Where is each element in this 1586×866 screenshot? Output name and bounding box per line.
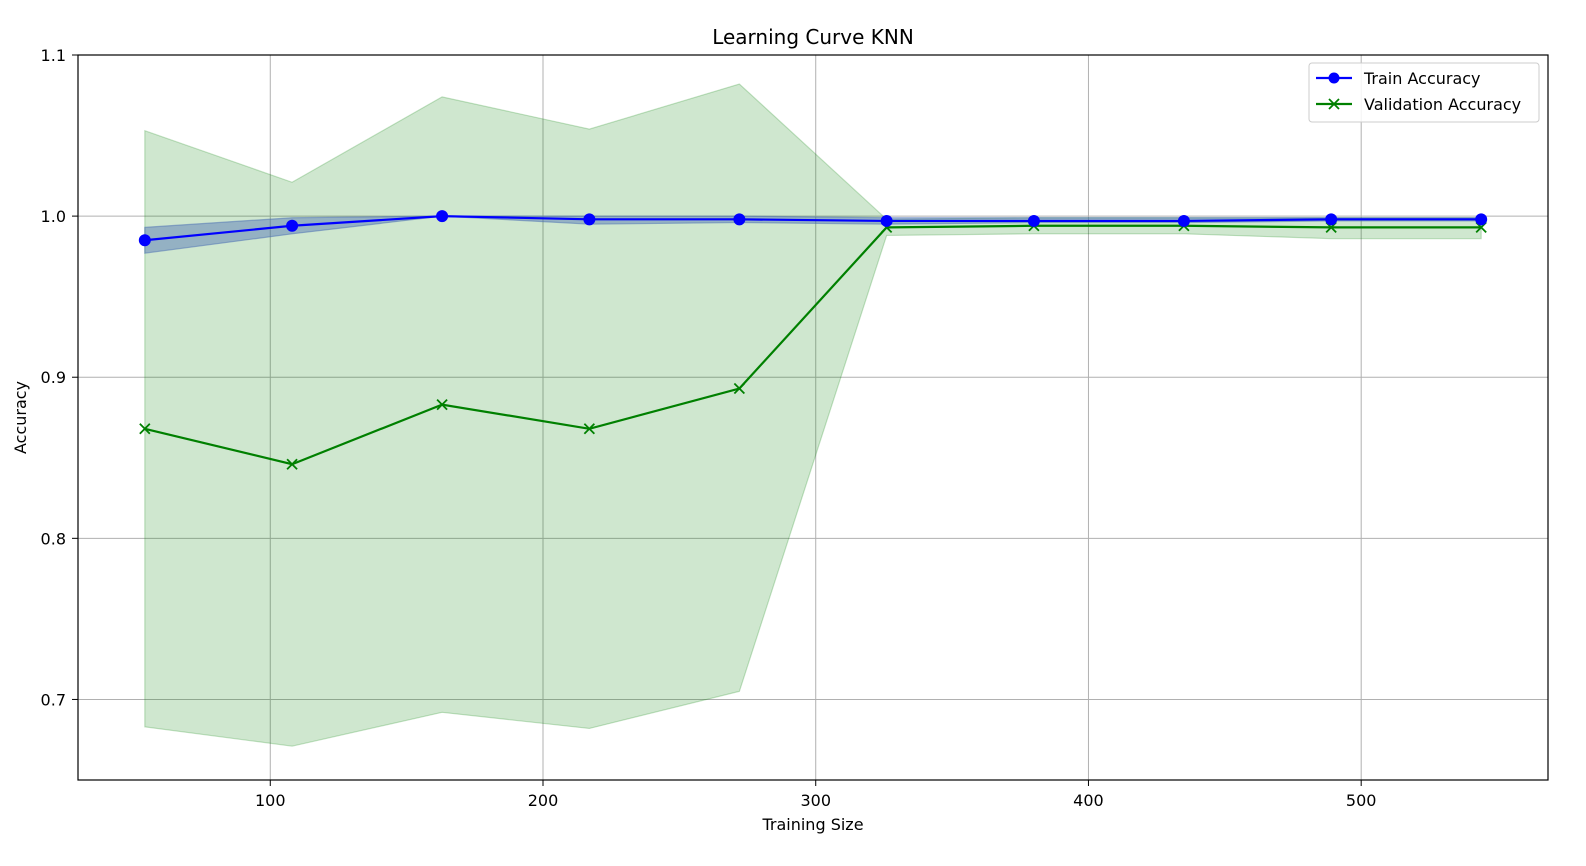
legend-item-validation-accuracy: Validation Accuracy	[1316, 95, 1521, 114]
y-tick-label: 0.8	[41, 529, 66, 548]
axis-ticks: 100 200 300 400 500 0.7 0.8 0.9 1.0 1.1	[41, 46, 1377, 810]
x-tick-label: 500	[1346, 791, 1377, 810]
chart-title: Learning Curve KNN	[712, 25, 914, 49]
series-markers	[138, 210, 1488, 470]
validation-accuracy-point	[583, 423, 596, 435]
train-accuracy-point	[880, 214, 893, 227]
legend-item-train-accuracy: Train Accuracy	[1316, 69, 1481, 88]
x-axis-label: Training Size	[761, 815, 863, 834]
validation-accuracy-point	[139, 423, 151, 435]
series-lines	[144, 215, 1482, 466]
validation-accuracy-point	[733, 382, 746, 395]
train-accuracy-point	[138, 234, 151, 247]
train-accuracy-line	[144, 215, 1482, 242]
x-tick-label: 400	[1073, 791, 1104, 810]
x-tick-label: 300	[800, 791, 831, 810]
train-accuracy-point	[1027, 214, 1040, 227]
validation-accuracy-line	[144, 224, 1482, 466]
legend-box	[1308, 62, 1540, 123]
validation-accuracy-band	[144, 83, 1482, 747]
x-tick-label: 200	[528, 791, 559, 810]
train-accuracy-point	[1325, 213, 1338, 226]
y-axis-label: Accuracy	[11, 381, 30, 454]
legend-marker	[1328, 98, 1340, 110]
train-accuracy-point	[583, 213, 596, 226]
train-accuracy-point	[436, 210, 449, 223]
y-tick-label: 0.7	[41, 690, 66, 709]
train-accuracy-point	[1177, 214, 1190, 227]
legend-label: Train Accuracy	[1363, 69, 1481, 88]
y-tick-label: 1.1	[41, 46, 66, 65]
plot-frame	[77, 54, 1549, 781]
validation-accuracy-point	[286, 458, 298, 470]
train-accuracy-point	[286, 219, 299, 232]
train-accuracy-point	[1475, 213, 1488, 226]
legend-label: Validation Accuracy	[1364, 95, 1521, 114]
y-tick-label: 1.0	[41, 207, 66, 226]
confidence-bands	[144, 83, 1482, 747]
legend: Train Accuracy Validation Accuracy	[1308, 62, 1540, 123]
x-tick-label: 100	[255, 791, 286, 810]
y-tick-label: 0.9	[41, 368, 66, 387]
legend-marker	[1328, 72, 1340, 84]
validation-accuracy-point	[436, 398, 448, 411]
train-accuracy-point	[733, 213, 746, 226]
